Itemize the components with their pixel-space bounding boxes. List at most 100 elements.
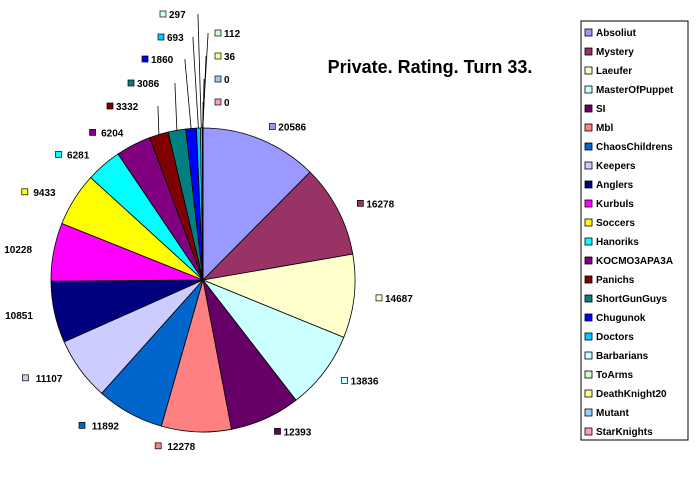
legend-label-chaoschildrens: ChaosChildrens xyxy=(596,142,673,153)
data-label-kocmo3apa3a: 6204 xyxy=(89,128,124,139)
data-label-value-chaoschildrens: 11892 xyxy=(92,421,120,432)
leader-line-deathknight20 xyxy=(202,56,207,129)
legend-item-chugunok: Chugunok xyxy=(584,313,646,324)
legend-label-anglers: Anglers xyxy=(596,180,634,191)
data-label-key-laeufer xyxy=(375,294,383,302)
legend-swatch-anglers xyxy=(584,180,593,189)
legend-swatch-soccers xyxy=(584,218,593,227)
legend-swatch-chugunok xyxy=(584,313,593,322)
legend-item-barbarians: Barbarians xyxy=(584,351,649,362)
legend-label-deathknight20: DeathKnight20 xyxy=(596,389,667,400)
legend-item-doctors: Doctors xyxy=(584,332,634,343)
data-label-key-mystery xyxy=(356,199,364,207)
legend-item-soccers: Soccers xyxy=(584,218,635,229)
data-label-key-deathknight20 xyxy=(214,52,222,60)
data-label-value-masterofpuppet: 13836 xyxy=(351,376,379,387)
legend-item-mutant: Mutant xyxy=(584,408,629,419)
data-label-key-panichs xyxy=(106,102,114,110)
legend-swatch-laeufer xyxy=(584,66,593,75)
legend-item-chaoschildrens: ChaosChildrens xyxy=(584,142,673,153)
legend-label-barbarians: Barbarians xyxy=(596,351,649,362)
legend-label-mutant: Mutant xyxy=(596,408,629,419)
legend-swatch-hanoriks xyxy=(584,237,593,246)
legend-item-masterofpuppet: MasterOfPuppet xyxy=(584,85,674,96)
data-label-key-mutant xyxy=(214,75,222,83)
data-label-absoliut: 20586 xyxy=(268,123,307,134)
legend-swatch-panichs xyxy=(584,275,593,284)
data-label-key-masterofpuppet xyxy=(341,377,348,384)
legend-label-absoliut: Absoliut xyxy=(596,28,637,39)
legend-item-mystery: Mystery xyxy=(584,47,634,58)
data-label-soccers: 9433 xyxy=(21,188,56,199)
legend-swatch-mystery xyxy=(584,47,593,56)
legend-label-kocmo3apa3a: KOCMO3APA3A xyxy=(596,256,673,267)
legend-item-kurbuls: Kurbuls xyxy=(584,199,634,210)
leader-line-panichs xyxy=(157,106,160,135)
data-label-doctors: 693 xyxy=(157,33,199,129)
data-label-hanoriks: 6281 xyxy=(55,150,90,161)
legend-label-doctors: Doctors xyxy=(596,332,634,343)
data-label-kurbuls: 10228 xyxy=(4,245,32,256)
legend-swatch-kurbuls xyxy=(584,199,593,208)
data-label-key-toarms xyxy=(214,29,222,37)
data-label-key-soccers xyxy=(21,188,29,196)
data-label-value-si: 12393 xyxy=(283,427,311,438)
legend-item-shortgunguys: ShortGunGuys xyxy=(584,294,668,305)
data-label-value-absoliut: 20586 xyxy=(278,123,306,134)
leader-line-chugunok xyxy=(184,59,192,129)
data-label-value-kurbuls: 10228 xyxy=(4,245,32,256)
data-label-key-starknights xyxy=(214,98,222,106)
data-label-masterofpuppet: 13836 xyxy=(341,376,379,387)
leader-line-barbarians xyxy=(197,14,202,129)
data-label-key-keepers xyxy=(22,374,29,382)
data-label-key-chaoschildrens xyxy=(78,422,86,429)
data-label-key-barbarians xyxy=(159,10,167,18)
legend-label-shortgunguys: ShortGunGuys xyxy=(596,294,668,305)
data-label-shortgunguys: 3086 xyxy=(127,79,178,131)
legend-item-toarms: ToArms xyxy=(584,370,633,381)
data-label-value-chugunok: 1860 xyxy=(151,55,174,66)
legend-swatch-mbl xyxy=(584,123,593,132)
data-label-value-deathknight20: 36 xyxy=(224,52,236,63)
legend-label-starknights: StarKnights xyxy=(596,427,653,438)
legend-label-si: SI xyxy=(596,104,606,115)
legend-item-deathknight20: DeathKnight20 xyxy=(584,389,667,400)
legend-label-mbl: Mbl xyxy=(596,123,613,134)
data-label-deathknight20: 36 xyxy=(202,52,236,129)
legend-label-soccers: Soccers xyxy=(596,218,635,229)
legend-label-toarms: ToArms xyxy=(596,370,633,381)
legend-item-hanoriks: Hanoriks xyxy=(584,237,639,248)
legend-label-keepers: Keepers xyxy=(596,161,636,172)
legend-item-anglers: Anglers xyxy=(584,180,634,191)
legend-swatch-doctors xyxy=(584,332,593,341)
chart-title: Private. Rating. Turn 33. xyxy=(328,57,533,77)
data-labels: 20586 16278 14687 13836 12393 12278 11892 11107… xyxy=(4,10,413,453)
data-label-key-mbl xyxy=(154,442,162,450)
legend-swatch-toarms xyxy=(584,370,593,379)
data-label-value-keepers: 11107 xyxy=(36,374,63,385)
data-label-anglers: 10851 xyxy=(5,311,33,322)
slice-absoliut xyxy=(202,127,311,281)
legend-swatch-deathknight20 xyxy=(584,389,593,398)
legend-label-laeufer: Laeufer xyxy=(596,66,632,77)
data-label-starknights: 0 xyxy=(202,98,230,128)
legend-label-panichs: Panichs xyxy=(596,275,635,286)
data-label-mystery: 16278 xyxy=(356,199,395,210)
data-label-value-panichs: 3332 xyxy=(116,102,139,113)
data-label-panichs: 3332 xyxy=(106,102,160,135)
data-label-value-shortgunguys: 3086 xyxy=(137,79,160,90)
data-label-chaoschildrens: 11892 xyxy=(78,421,120,432)
legend-swatch-kocmo3apa3a xyxy=(584,256,593,265)
data-label-value-mutant: 0 xyxy=(224,75,230,86)
slice-laeufer xyxy=(201,253,356,338)
leader-line-shortgunguys xyxy=(174,83,178,131)
legend-swatch-masterofpuppet xyxy=(584,85,593,94)
legend-swatch-barbarians xyxy=(584,351,593,360)
legend-swatch-chaoschildrens xyxy=(584,142,593,151)
data-label-chugunok: 1860 xyxy=(141,55,192,129)
pie-slices xyxy=(50,127,356,433)
legend-swatch-starknights xyxy=(584,427,593,436)
legend-item-panichs: Panichs xyxy=(584,275,635,286)
data-label-key-absoliut xyxy=(268,123,276,130)
